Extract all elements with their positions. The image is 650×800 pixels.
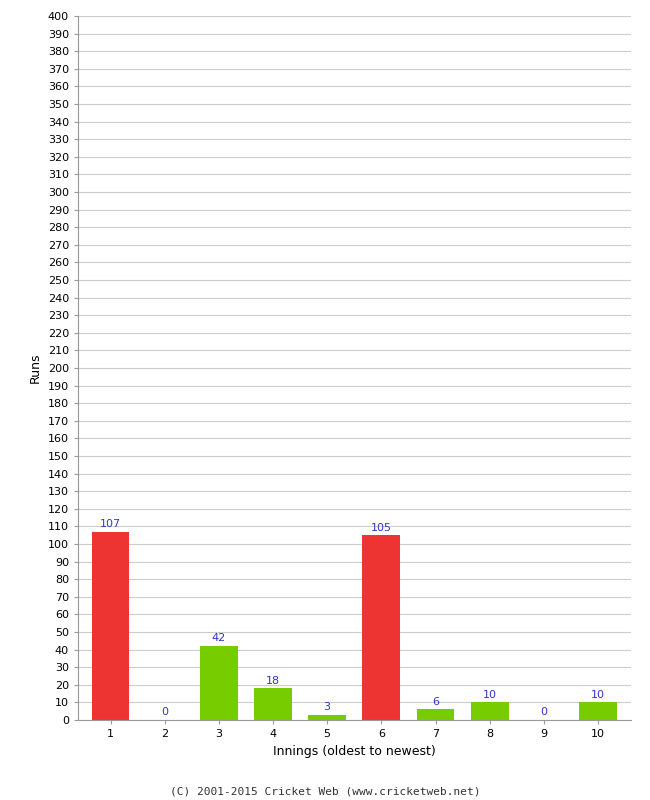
Text: 105: 105 [371,522,392,533]
Text: 107: 107 [100,519,121,529]
Y-axis label: Runs: Runs [29,353,42,383]
Text: 18: 18 [266,676,280,686]
Bar [254,688,292,720]
Bar [92,532,129,720]
Text: (C) 2001-2015 Cricket Web (www.cricketweb.net): (C) 2001-2015 Cricket Web (www.cricketwe… [170,786,480,796]
X-axis label: Innings (oldest to newest): Innings (oldest to newest) [273,745,436,758]
Bar [200,646,238,720]
Bar [579,702,617,720]
Text: 0: 0 [161,707,168,718]
Bar [308,714,346,720]
Text: 6: 6 [432,697,439,707]
Text: 3: 3 [324,702,331,712]
Text: 10: 10 [591,690,605,700]
Text: 42: 42 [212,634,226,643]
Bar [417,710,454,720]
Text: 0: 0 [540,707,547,718]
Bar [363,535,400,720]
Bar [471,702,509,720]
Text: 10: 10 [483,690,497,700]
